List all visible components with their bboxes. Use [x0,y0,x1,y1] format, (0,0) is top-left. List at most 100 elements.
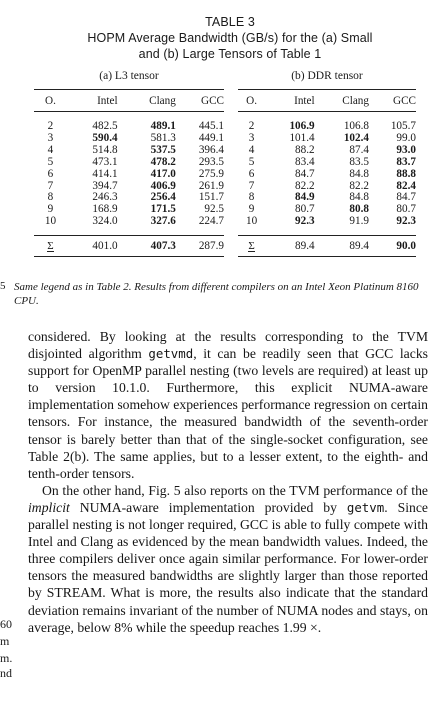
value-cell: 171.5 [150,203,176,216]
value-cell: 449.1 [198,131,224,144]
order-cell: 2 [248,120,255,132]
table-row: 7 394.7 406.9 261.9 [34,179,224,193]
order-cell: 8 [47,191,54,204]
table-row: 7 82.2 82.2 82.4 [238,179,416,193]
table-row: 6 84.7 84.8 88.8 [238,167,416,181]
value-cell: 445.1 [198,120,224,132]
table-title: TABLE 3 HOPM Average Bandwidth (GB/s) fo… [30,14,430,62]
value-cell: 151.7 [198,191,224,204]
value-cell: 514.8 [92,143,118,156]
table-row: 3 101.4 102.4 99.0 [238,131,416,145]
order-cell: 5 [47,155,54,168]
value-cell: 84.9 [295,191,315,204]
sum-label: Σ [248,240,255,253]
column-header: Intel [97,95,118,107]
value-cell: 99.0 [396,131,416,144]
table-header-row: O. Intel Clang GCC [238,89,416,112]
value-cell: 83.5 [349,155,369,168]
table-header-row: O. Intel Clang GCC [34,89,224,112]
order-cell: 5 [248,155,255,168]
value-cell: 478.2 [150,155,176,168]
table-row: 3 590.4 581.3 449.1 [34,131,224,145]
order-cell: 3 [47,131,54,144]
table-row: 8 84.9 84.8 84.7 [238,192,416,204]
table-row: 9 80.7 80.8 80.7 [238,203,416,216]
table-row: 2 106.9 106.8 105.7 [238,112,416,133]
code-identifier: getvm [346,499,385,515]
subtable-caption: (b) DDR tensor [291,70,363,82]
column-header: Intel [294,95,315,107]
value-cell: 417.0 [150,167,176,180]
table-body: 2 482.5 489.1 445.1 3 590.4 581.3 449.1 4 514.8 53… [34,112,224,236]
margin-fragment: m [0,634,10,648]
value-cell: 537.5 [150,143,176,156]
value-cell: 396.4 [198,143,224,156]
table-row: 5 473.1 478.2 293.5 [34,155,224,169]
order-cell: 4 [248,143,255,156]
value-cell: 88.2 [295,143,315,156]
value-cell: 82.2 [295,179,315,192]
value-cell: 92.5 [204,203,224,216]
body-text: considered. By looking at the results co… [28,328,428,636]
value-cell: 106.8 [343,120,369,132]
sum-cell: 401.0 [92,240,118,253]
order-cell: 10 [44,215,57,228]
order-cell: 4 [47,143,54,156]
sum-label: Σ [47,240,54,253]
column-header: GCC [200,95,224,107]
value-cell: 168.9 [92,203,118,216]
paragraph: On the other hand, Fig. 5 also reports o… [28,482,428,635]
table-row: 4 88.2 87.4 93.0 [238,143,416,157]
value-cell: 82.2 [349,179,369,192]
value-cell: 275.9 [198,167,224,180]
table-title-line-2: and (b) Large Tensors of Table 1 [138,47,322,61]
value-cell: 84.7 [396,191,416,204]
value-cell: 87.4 [349,143,369,156]
value-cell: 106.9 [289,120,315,132]
data-table: O. Intel Clang GCC 2 482.5 489.1 445.1 3 590.… [34,89,224,257]
value-cell: 84.8 [349,167,369,180]
subtable-l3-tensor: (a) L3 tensor O. Intel Clang GCC 2 482.5 4… [34,68,224,257]
value-cell: 80.8 [349,203,369,216]
table-row: 5 83.4 83.5 83.7 [238,155,416,169]
table-number: TABLE 3 [205,15,255,29]
value-cell: 93.0 [396,143,416,156]
sum-cell: 89.4 [349,240,369,253]
value-cell: 256.4 [150,191,176,204]
paragraph: considered. By looking at the results co… [28,329,429,481]
value-cell: 102.4 [343,131,369,144]
order-cell: 9 [47,203,54,216]
value-cell: 88.8 [396,167,416,180]
sum-row: Σ 89.4 89.4 90.0 [238,235,416,257]
value-cell: 293.5 [198,155,224,168]
order-cell: 6 [47,167,54,180]
order-cell: 7 [47,179,54,192]
table-title-line-1: HOPM Average Bandwidth (GB/s) for the (a… [87,31,373,45]
value-cell: 394.7 [92,179,118,192]
data-table: O. Intel Clang GCC 2 106.9 106.8 105.7 3 101.… [238,89,416,257]
sum-cell: 407.3 [150,240,176,253]
margin-fragment: m. [0,651,13,665]
emphasis: implicit [28,499,70,515]
sum-row: Σ 401.0 407.3 287.9 [34,235,224,257]
value-cell: 92.3 [295,215,315,228]
table-row: 4 514.8 537.5 396.4 [34,143,224,157]
order-cell: 8 [248,191,255,204]
value-cell: 82.4 [396,179,416,192]
margin-fragment: 60 [0,617,12,631]
column-header: Clang [342,95,369,107]
subtable-ddr-tensor: (b) DDR tensor O. Intel Clang GCC 2 106.9… [238,68,416,257]
value-cell: 224.7 [198,215,224,228]
sum-cell: 89.4 [295,240,315,253]
value-cell: 105.7 [390,120,416,132]
table-row: 9 168.9 171.5 92.5 [34,203,224,216]
value-cell: 324.0 [92,215,118,228]
value-cell: 590.4 [92,131,118,144]
code-identifier: getvmd [148,346,194,362]
value-cell: 261.9 [198,179,224,192]
value-cell: 91.9 [349,215,369,228]
value-cell: 80.7 [295,203,315,216]
value-cell: 92.3 [396,215,416,228]
order-cell: 6 [248,167,255,180]
